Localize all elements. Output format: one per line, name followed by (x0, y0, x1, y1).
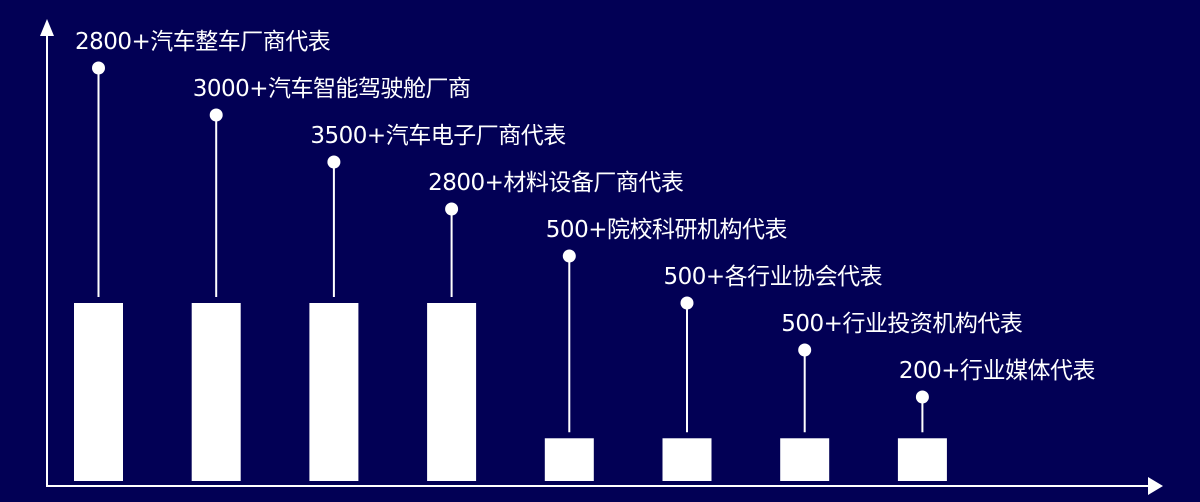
category-label: 500+行业投资机构代表 (781, 311, 1023, 337)
pin-dot (915, 390, 929, 404)
category-label: 3000+汽车智能驾驶舱厂商 (192, 76, 471, 102)
pin-dot (445, 202, 459, 216)
x-axis-arrow-icon (1148, 477, 1163, 495)
category-label: 3500+汽车电子厂商代表 (310, 123, 566, 149)
pin-dot (562, 249, 576, 263)
category-label: 2800+汽车整车厂商代表 (75, 29, 331, 55)
pin-dot (680, 296, 694, 310)
pin-dot (209, 108, 223, 122)
category-label: 2800+材料设备厂商代表 (428, 170, 684, 196)
bar (544, 438, 594, 481)
bar (191, 303, 241, 481)
pin-dot (92, 61, 105, 75)
bar (427, 303, 477, 481)
bar (309, 303, 359, 481)
bar (74, 303, 123, 481)
bar (780, 438, 830, 481)
category-label: 500+院校科研机构代表 (545, 217, 788, 243)
bar (662, 438, 712, 481)
category-label: 200+行业媒体代表 (898, 358, 1096, 384)
y-axis-arrow-icon (40, 19, 54, 36)
bar (897, 438, 947, 481)
category-label: 500+各行业协会代表 (663, 264, 883, 290)
pin-dot (327, 155, 341, 169)
pin-dot (798, 343, 812, 357)
